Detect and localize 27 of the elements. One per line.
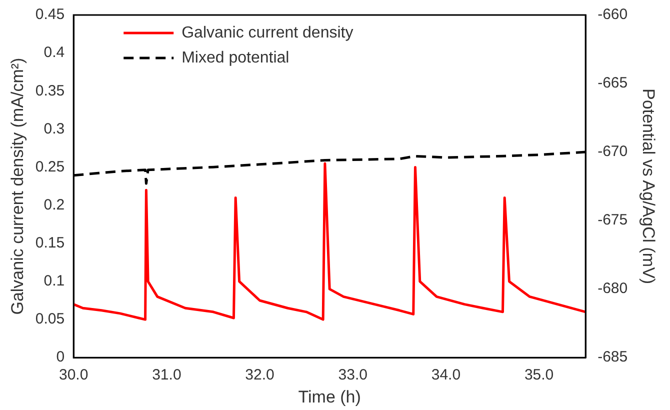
x-tick-label: 33.0 bbox=[338, 366, 368, 384]
y-tick-label: 0.15 bbox=[35, 234, 65, 252]
y-axis-title: Galvanic current density (mA/cm²) bbox=[8, 58, 27, 315]
legend-label: Galvanic current density bbox=[182, 24, 354, 42]
y2-tick-label: -665 bbox=[598, 74, 628, 92]
y2-tick-label: -670 bbox=[598, 143, 628, 160]
y-tick-label: 0.1 bbox=[44, 272, 65, 290]
x-tick-label: 32.0 bbox=[245, 366, 274, 384]
y-tick-label: 0.25 bbox=[35, 158, 65, 176]
legend-label: Mixed potential bbox=[182, 49, 290, 66]
y-tick-label: 0.45 bbox=[35, 6, 65, 24]
y2-tick-label: -685 bbox=[598, 348, 628, 366]
x-tick-label: 34.0 bbox=[431, 366, 461, 384]
y-tick-label: 0.2 bbox=[44, 196, 65, 214]
y2-tick-label: -675 bbox=[598, 212, 628, 229]
y-tick-label: 0.35 bbox=[35, 82, 65, 100]
y2-tick-label: -660 bbox=[598, 6, 628, 24]
y-tick-label: 0.05 bbox=[35, 310, 65, 328]
y2-tick-label: -680 bbox=[598, 280, 628, 298]
x-tick-label: 31.0 bbox=[152, 366, 182, 384]
y-tick-label: 0.4 bbox=[44, 44, 65, 62]
y-tick-label: 0.3 bbox=[44, 120, 65, 138]
x-tick-label: 30.0 bbox=[58, 366, 88, 384]
x-tick-label: 35.0 bbox=[524, 366, 554, 384]
y2-axis-title: Potential vs Ag/AgCl (mV) bbox=[639, 88, 658, 284]
y-tick-label: 0 bbox=[56, 348, 65, 366]
x-axis-title: Time (h) bbox=[298, 387, 361, 406]
